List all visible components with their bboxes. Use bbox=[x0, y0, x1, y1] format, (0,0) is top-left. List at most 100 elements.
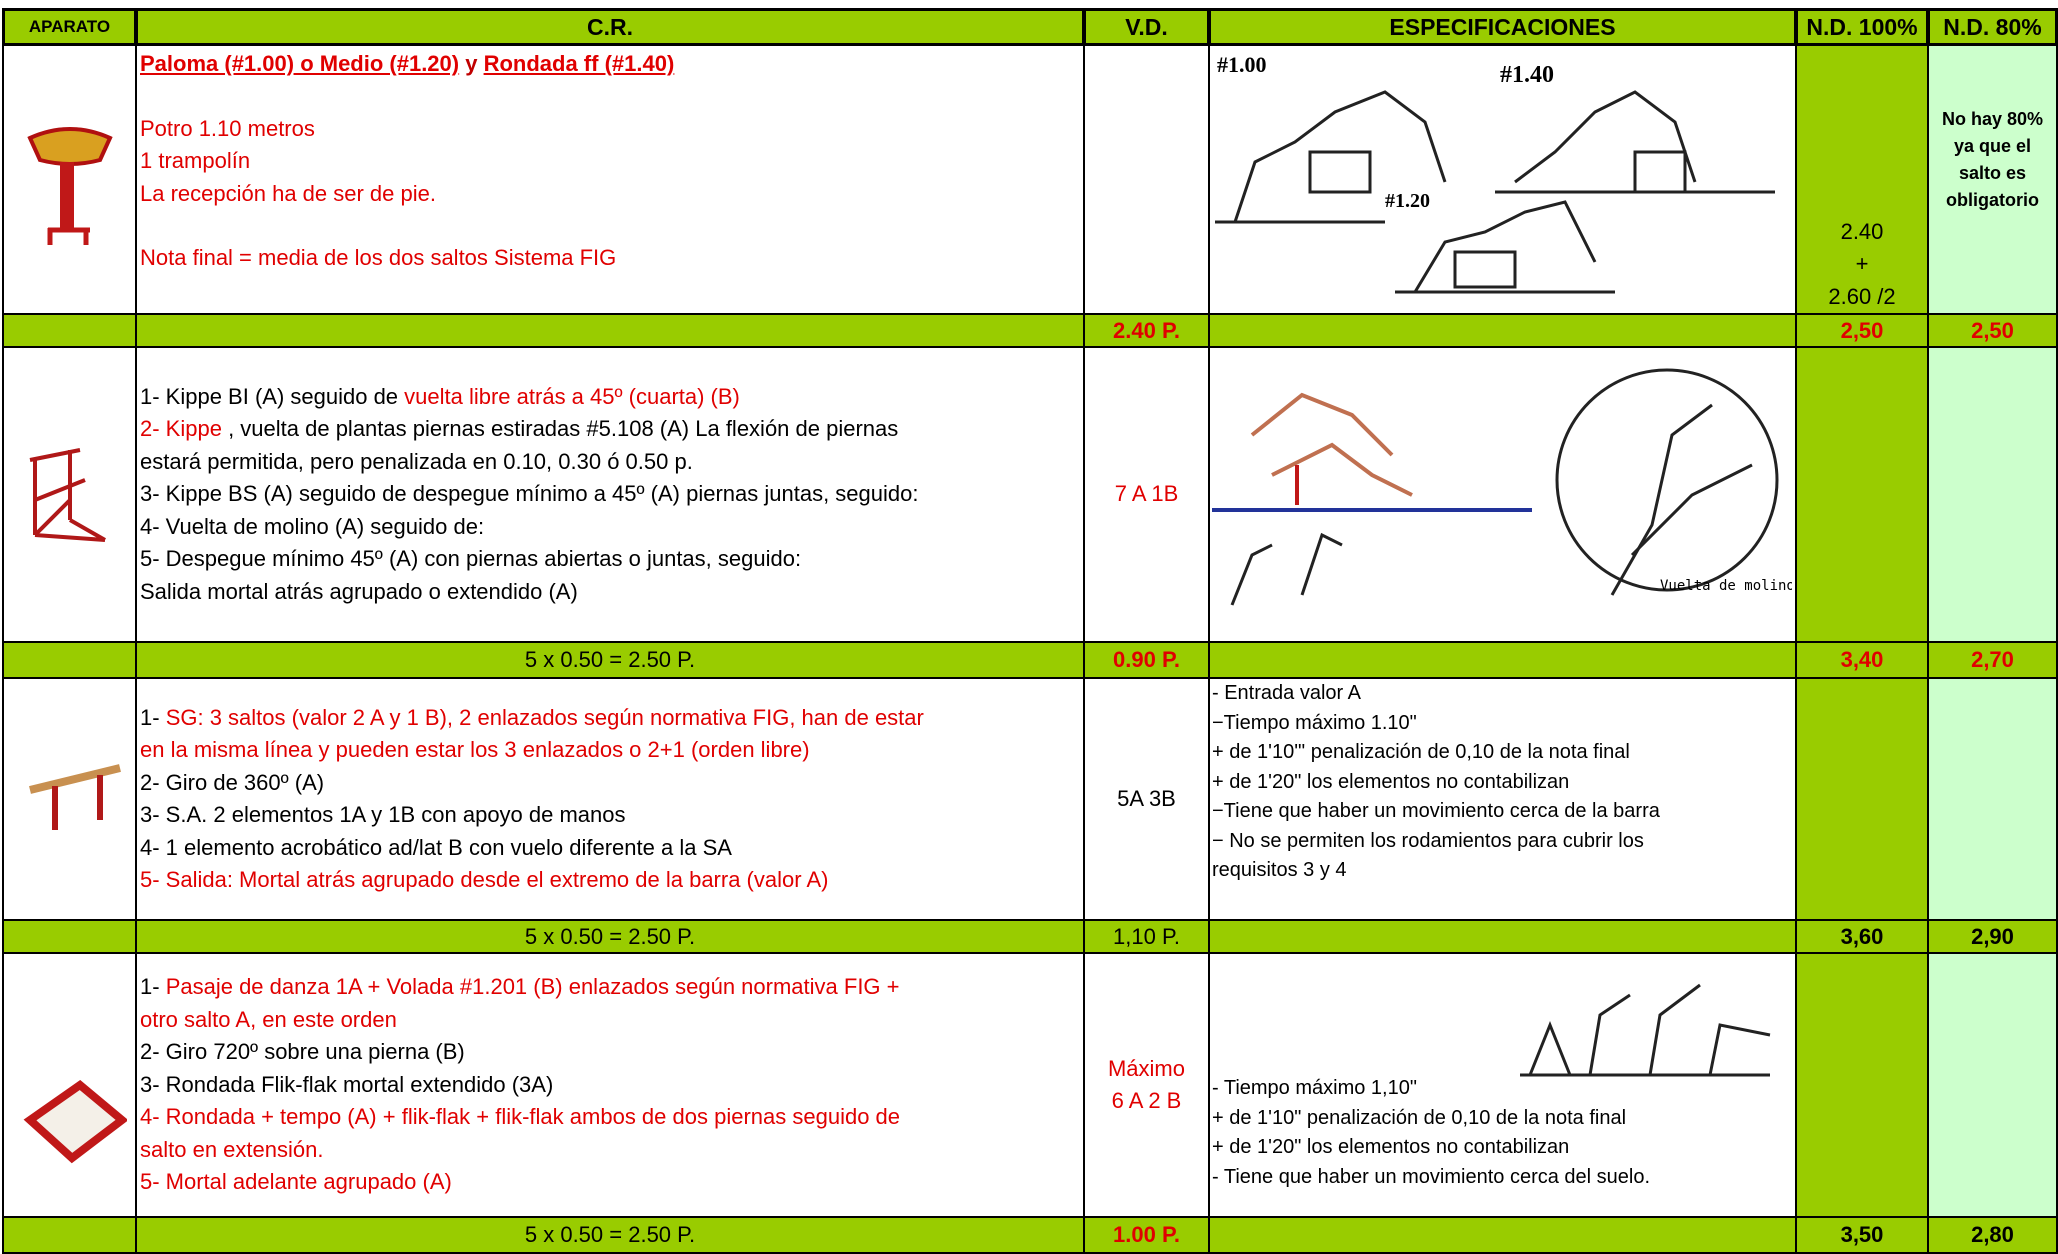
vd-cell: 5A 3B bbox=[1083, 677, 1210, 921]
figure-label: Vuelta de molino bbox=[1660, 578, 1792, 594]
spec-line: + de 1'20" los elementos no contabilizan bbox=[1212, 770, 1570, 793]
text-segment: , vuelta de plantas piernas estiradas #5… bbox=[221, 416, 899, 442]
nd100-cell bbox=[1795, 346, 1929, 643]
text-segment: 5- Mortal adelante agrupado (A) bbox=[140, 1169, 452, 1195]
spec-line: - Tiempo máximo 1,10" bbox=[1212, 1077, 1417, 1099]
cr-line: 5- Mortal adelante agrupado (A) bbox=[140, 1166, 1083, 1199]
cr-line: 1 trampolín bbox=[140, 145, 1083, 178]
figure-label: #1.40 bbox=[1500, 62, 1554, 88]
cr-cell: 1- Pasaje de danza 1A + Volada #1.201 (B… bbox=[135, 952, 1085, 1218]
summary-cell: 2.40 P. bbox=[1083, 313, 1210, 348]
text-segment: La recepción ha de ser de pie. bbox=[140, 180, 436, 206]
summary-cell: 2,50 bbox=[1927, 313, 2058, 348]
summary-cell bbox=[2, 919, 137, 954]
cr-line: salto en extensión. bbox=[140, 1134, 1083, 1167]
header-cell: APARATO bbox=[2, 8, 137, 46]
cr-line: La recepción ha de ser de pie. bbox=[140, 178, 1083, 211]
text-segment: otro salto A, en este orden bbox=[140, 1006, 397, 1032]
nd100-line: 2.60 /2 bbox=[1828, 283, 1896, 309]
text-segment: 5 x 0.50 = 2.50 P. bbox=[524, 647, 696, 672]
header-text: V.D. bbox=[1125, 13, 1168, 40]
cr-line: Potro 1.10 metros bbox=[140, 113, 1083, 146]
nd100-cell bbox=[1795, 677, 1929, 921]
header-text: N.D. 100% bbox=[1806, 13, 1918, 40]
text-segment: 4- Rondada + tempo (A) + flik-flak + fli… bbox=[140, 1104, 901, 1130]
summary-cell bbox=[2, 641, 137, 679]
text-segment: 2,50 bbox=[1971, 317, 2014, 343]
text-segment: 2- Kippe bbox=[140, 416, 222, 442]
summary-cell bbox=[1208, 641, 1797, 679]
spec-cell: - Tiempo máximo 1,10" + de 1'10" penaliza… bbox=[1208, 952, 1797, 1218]
text-segment: 2.40 P. bbox=[1113, 317, 1180, 343]
text-segment: 5- Salida: Mortal atrás agrupado desde e… bbox=[140, 867, 829, 892]
cr-line: 4- Rondada + tempo (A) + flik-flak + fli… bbox=[140, 1101, 1083, 1134]
cr-line: Salida mortal atrás agrupado o extendido… bbox=[140, 576, 1083, 609]
summary-cell bbox=[1208, 313, 1797, 348]
text-segment: 5- Despegue mínimo 45º (A) con piernas a… bbox=[140, 546, 802, 572]
cr-block: Potro 1.10 metros 1 trampolín La recepción… bbox=[140, 113, 1083, 211]
text-segment: 2,80 bbox=[1971, 1222, 2014, 1247]
nd100-line: 2.40 bbox=[1840, 218, 1884, 244]
text-segment: 5 x 0.50 = 2.50 P. bbox=[524, 923, 696, 949]
cr-block: 1- SG: 3 saltos (valor 2 A y 1 B), 2 enl… bbox=[140, 702, 1083, 897]
cr-line: otro salto A, en este orden bbox=[140, 1004, 1083, 1037]
cr-line: en la misma línea y pueden estar los 3 e… bbox=[140, 734, 1083, 767]
vd-line: 5A 3B bbox=[1085, 783, 1208, 816]
cr-line: 1- Pasaje de danza 1A + Volada #1.201 (B… bbox=[140, 971, 1083, 1004]
vd-cell: 7 A 1B bbox=[1083, 346, 1210, 643]
text-segment: 3- Kippe BS (A) seguido de despegue míni… bbox=[140, 481, 919, 507]
spec-line: − No se permiten los rodamientos para cu… bbox=[1212, 829, 1644, 852]
summary-cell: 3,60 bbox=[1795, 919, 1929, 954]
header-text: N.D. 80% bbox=[1943, 13, 2042, 40]
nd80-cell bbox=[1927, 346, 2058, 643]
text-segment: y bbox=[459, 51, 484, 76]
text-segment: 3,50 bbox=[1840, 1222, 1884, 1247]
spec-line: + de 1'10" penalización de 0,10 de la no… bbox=[1212, 1106, 1627, 1129]
text-segment: Salida mortal atrás agrupado o extendido… bbox=[140, 578, 578, 604]
summary-cell: 2,50 bbox=[1795, 313, 1929, 348]
text-segment: 1- bbox=[140, 704, 166, 730]
text-segment: Máximo bbox=[1107, 1055, 1185, 1081]
text-segment: 2,50 bbox=[1840, 317, 1884, 343]
cr-cell: 1- SG: 3 saltos (valor 2 A y 1 B), 2 enl… bbox=[135, 677, 1085, 921]
header-cell: V.D. bbox=[1083, 8, 1210, 46]
header-text: C.R. bbox=[587, 13, 633, 40]
icon-vault bbox=[27, 127, 113, 245]
summary-cell: 5 x 0.50 = 2.50 P. bbox=[135, 1216, 1085, 1254]
cr-cell: 1- Kippe BI (A) seguido de vuelta libre … bbox=[135, 346, 1085, 643]
summary-cell: 5 x 0.50 = 2.50 P. bbox=[135, 919, 1085, 954]
text-segment: 3,40 bbox=[1840, 647, 1884, 672]
cr-block: Nota final = media de los dos saltos Sis… bbox=[140, 242, 1083, 275]
text-segment: 2,70 bbox=[1971, 647, 2014, 672]
text-segment: 4- Vuelta de molino (A) seguido de: bbox=[140, 513, 485, 539]
spec-cell: - Entrada valor A −Tiempo máximo 1.10" + d… bbox=[1208, 677, 1797, 921]
text-segment: 2,90 bbox=[1971, 923, 2014, 949]
nd80-note: No hay 80% ya que el salto es obligatori… bbox=[1941, 109, 2044, 210]
cr-block: Paloma (#1.00) o Medio (#1.20) y Rondada… bbox=[140, 48, 1083, 81]
vd-cell bbox=[1083, 44, 1210, 315]
header-cell: N.D. 80% bbox=[1927, 8, 2058, 46]
summary-cell bbox=[2, 313, 137, 348]
header-cell: C.R. bbox=[135, 8, 1085, 46]
text-segment: Nota final = media de los dos saltos Sis… bbox=[140, 245, 617, 270]
spec-line: - Tiene que haber un movimiento cerca de… bbox=[1212, 1165, 1651, 1188]
cr-line: 2- Kippe , vuelta de plantas piernas est… bbox=[140, 413, 1083, 446]
spec-line: + de 1'10'" penalización de 0,10 de la n… bbox=[1212, 741, 1630, 763]
icon-floor bbox=[23, 1080, 127, 1164]
vd-line: 6 A 2 B bbox=[1085, 1085, 1208, 1118]
text-segment: Rondada ff (#1.40) bbox=[483, 51, 675, 76]
spec-line: requisitos 3 y 4 bbox=[1212, 859, 1347, 881]
cr-line: 3- Rondada Flik-flak mortal extendido (3… bbox=[140, 1069, 1083, 1102]
cr-line: 1- SG: 3 saltos (valor 2 A y 1 B), 2 enl… bbox=[140, 702, 1083, 735]
header-text: ESPECIFICACIONES bbox=[1389, 13, 1616, 40]
nd80-cell bbox=[1927, 677, 2058, 921]
summary-cell: 3,50 bbox=[1795, 1216, 1929, 1254]
text-segment: 7 A 1B bbox=[1114, 481, 1179, 507]
cr-line: 2- Giro de 360º (A) bbox=[140, 767, 1083, 800]
nd100-cell: 2.40 +2.60 /2 bbox=[1795, 44, 1929, 315]
text-segment: salto en extensión. bbox=[140, 1136, 324, 1162]
figure-label: #1.20 bbox=[1385, 190, 1430, 212]
summary-cell: 1,10 P. bbox=[1083, 919, 1210, 954]
spec-line: −Tiene que haber un movimiento cerca de … bbox=[1212, 800, 1660, 822]
cr-line: Nota final = media de los dos saltos Sis… bbox=[140, 242, 1083, 275]
